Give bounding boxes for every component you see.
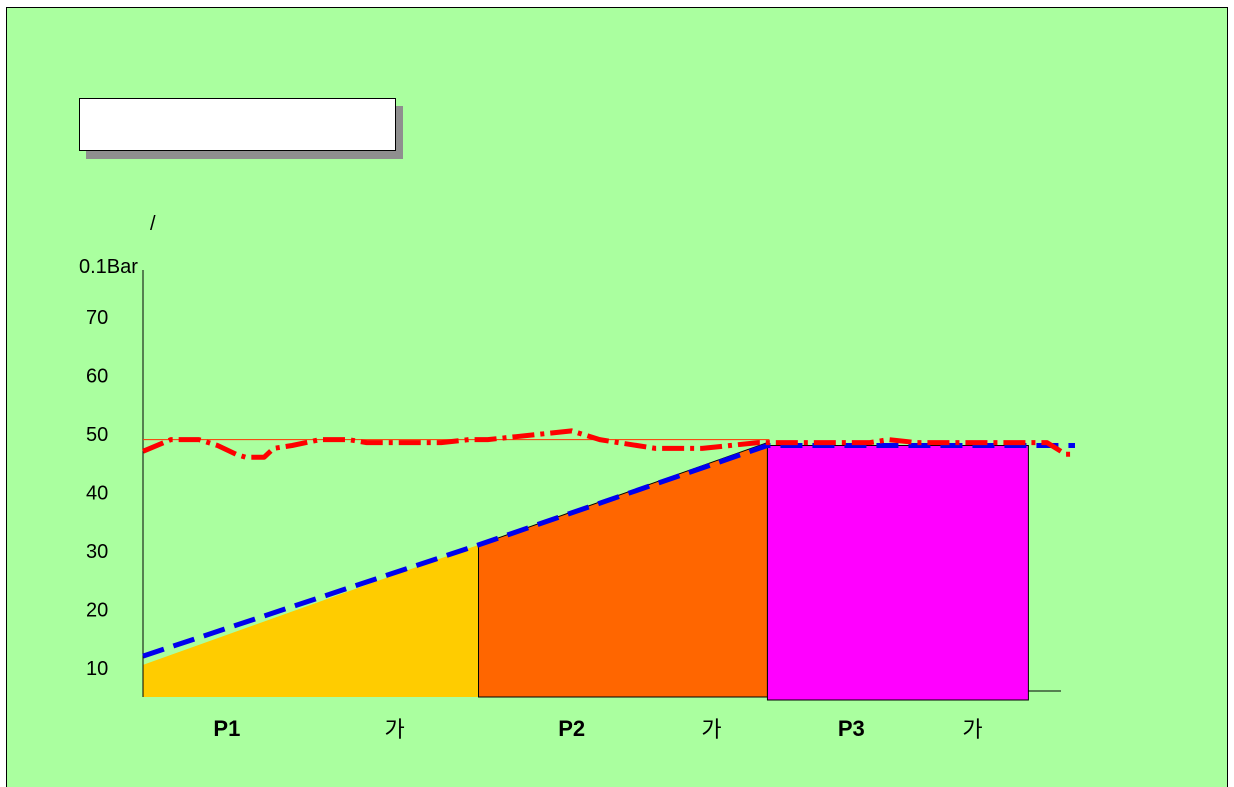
title-box	[79, 98, 396, 151]
y-tick-label: 20	[86, 599, 108, 621]
phase-suffix-label: 가	[385, 718, 405, 743]
phase-area-p3	[766, 444, 1029, 701]
labels: 10 20 30 40 50 60 70 / 0.1Bar P1 가 P2 가 P3 가	[79, 213, 983, 743]
series-line-red	[142, 428, 1075, 460]
y-tick-label: 30	[86, 541, 108, 563]
y-tick-label: 60	[86, 365, 108, 387]
series-lines	[142, 428, 1075, 659]
y-tick-label: 50	[86, 424, 108, 446]
y-axis-unit-label-line2: 0.1Bar	[79, 256, 138, 278]
y-axis-unit-label-line1: /	[150, 213, 156, 235]
y-tick-label: 40	[86, 482, 108, 504]
phase-area-p1	[143, 544, 479, 697]
phase-areas	[143, 441, 1029, 701]
phase-suffix-label: 가	[962, 718, 982, 743]
phase-label: P1	[213, 716, 240, 741]
series-line-blue	[142, 443, 1075, 659]
phase-suffix-label: 가	[701, 718, 721, 743]
phase-area-p2	[478, 441, 768, 698]
y-tick-label: 10	[86, 658, 108, 680]
phase-label: P2	[558, 716, 585, 741]
y-tick-label: 70	[86, 307, 108, 329]
phase-label: P3	[838, 716, 865, 741]
